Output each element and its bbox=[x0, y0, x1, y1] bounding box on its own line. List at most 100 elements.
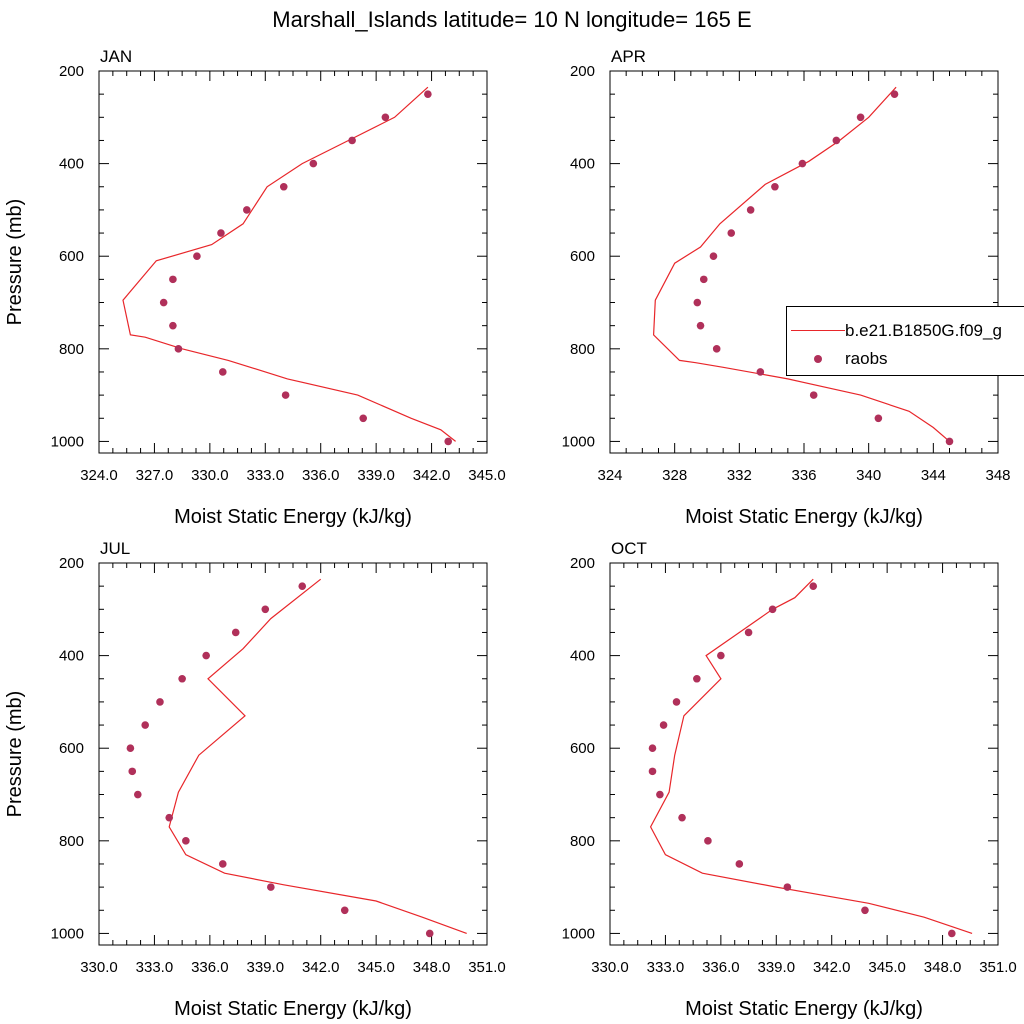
obs-point bbox=[717, 651, 725, 660]
obs-point bbox=[856, 113, 865, 122]
obs-point bbox=[202, 651, 210, 660]
obs-point bbox=[699, 275, 708, 284]
obs-point bbox=[672, 698, 681, 706]
x-axis-label: Moist Static Energy (kJ/kg) bbox=[685, 998, 923, 1020]
x-tick-label: 348.0 bbox=[413, 959, 451, 976]
legend: b.e21.B1850G.f09_g raobs bbox=[786, 306, 1024, 376]
x-tick-label: 339.0 bbox=[247, 959, 285, 976]
x-tick-label: 336.0 bbox=[302, 467, 340, 484]
x-tick-label: 336.0 bbox=[702, 959, 740, 976]
obs-point bbox=[159, 298, 168, 307]
obs-point bbox=[693, 298, 702, 307]
panel-title-jan: JAN bbox=[100, 47, 132, 66]
y-tick-label: 800 bbox=[59, 341, 84, 358]
panel-jul: 330.0 333.0 336.0 339.0 342.0 345.0 348.0 351.0… bbox=[4, 539, 506, 1020]
y-tick-label: 800 bbox=[59, 833, 84, 850]
legend-label-model: b.e21.B1850G.f09_g bbox=[845, 321, 1002, 340]
panel-title-jul: JUL bbox=[100, 539, 130, 558]
plot-frame bbox=[98, 70, 488, 454]
x-tick-label: 339.0 bbox=[758, 959, 796, 976]
x-tick-label: 333.0 bbox=[136, 959, 174, 976]
y-tick-label: 1000 bbox=[51, 433, 84, 450]
y-tick-label: 600 bbox=[59, 740, 84, 757]
legend-label-obs: raobs bbox=[845, 349, 888, 368]
panel-oct: 330.0 333.0 336.0 339.0 342.0 345.0 348.0 351.0… bbox=[562, 539, 1017, 1020]
panel-jan: 324.0 327.0 330.0 333.0 336.0 339.0 342.0 345.0… bbox=[4, 47, 506, 528]
obs-point bbox=[746, 206, 755, 214]
obs-point bbox=[261, 605, 270, 614]
x-tick-label: 336.0 bbox=[191, 959, 229, 976]
plot-frame bbox=[609, 70, 999, 454]
y-tick-label: 400 bbox=[570, 156, 595, 173]
x-tick-label: 324.0 bbox=[80, 467, 118, 484]
x-tick-label: 332 bbox=[727, 467, 752, 484]
panel-title-oct: OCT bbox=[611, 539, 647, 558]
y-axis-label: Pressure (mb) bbox=[4, 691, 26, 818]
obs-point bbox=[756, 368, 765, 376]
obs-point bbox=[832, 136, 841, 145]
legend-entry-model: b.e21.B1850G.f09_g bbox=[787, 319, 1024, 343]
y-tick-label: 1000 bbox=[51, 925, 84, 942]
obs-point bbox=[444, 437, 453, 446]
legend-line-swatch bbox=[791, 330, 845, 331]
obs-point bbox=[218, 860, 227, 868]
x-tick-label: 344 bbox=[921, 467, 946, 484]
y-tick-label: 1000 bbox=[562, 433, 595, 450]
obs-point bbox=[218, 368, 227, 376]
obs-point bbox=[340, 906, 349, 915]
y-tick-label: 800 bbox=[570, 833, 595, 850]
obs-point bbox=[156, 698, 164, 706]
y-tick-label: 200 bbox=[570, 555, 595, 572]
panel-title-apr: APR bbox=[611, 47, 646, 66]
obs-point bbox=[709, 252, 718, 261]
obs-point bbox=[744, 628, 753, 637]
y-tick-label: 600 bbox=[59, 248, 84, 265]
obs-point bbox=[309, 159, 318, 168]
obs-point bbox=[768, 605, 777, 614]
y-tick-label: 200 bbox=[59, 63, 84, 80]
obs-point bbox=[141, 721, 149, 729]
x-axis-label: Moist Static Energy (kJ/kg) bbox=[174, 998, 412, 1020]
obs-point bbox=[178, 674, 186, 683]
obs-point bbox=[648, 744, 657, 753]
obs-point bbox=[648, 767, 657, 776]
obs-point bbox=[948, 929, 956, 938]
plot-frame bbox=[609, 562, 999, 946]
model-line-jan bbox=[122, 86, 456, 442]
x-tick-label: 324 bbox=[597, 467, 622, 484]
figure-title: Marshall_Islands latitude= 10 N longitud… bbox=[272, 7, 751, 32]
x-tick-label: 330.0 bbox=[80, 959, 118, 976]
obs-point bbox=[704, 837, 712, 845]
obs-point bbox=[193, 252, 201, 261]
obs-point bbox=[231, 628, 240, 637]
x-tick-label: 345.0 bbox=[468, 467, 506, 484]
x-tick-label: 330.0 bbox=[191, 467, 229, 484]
obs-point bbox=[182, 837, 190, 845]
obs-point bbox=[134, 790, 142, 799]
obs-point bbox=[809, 391, 818, 399]
x-tick-label: 327.0 bbox=[136, 467, 174, 484]
x-tick-label: 340 bbox=[856, 467, 881, 484]
obs-point bbox=[165, 813, 174, 822]
model-line-jul bbox=[168, 578, 467, 934]
y-tick-label: 1000 bbox=[562, 925, 595, 942]
x-tick-label: 351.0 bbox=[468, 959, 506, 976]
obs-point bbox=[771, 182, 779, 191]
obs-point bbox=[217, 229, 225, 237]
obs-point bbox=[359, 414, 368, 423]
obs-point bbox=[696, 321, 705, 330]
obs-point bbox=[381, 113, 390, 122]
obs-point bbox=[281, 391, 290, 399]
y-axis-label: Pressure (mb) bbox=[4, 199, 26, 326]
x-tick-label: 348.0 bbox=[924, 959, 962, 976]
obs-point bbox=[348, 136, 356, 145]
obs-point bbox=[424, 90, 432, 98]
obs-point bbox=[243, 206, 251, 214]
x-tick-label: 342.0 bbox=[302, 959, 340, 976]
obs-point bbox=[861, 906, 869, 915]
obs-point bbox=[279, 182, 288, 191]
y-tick-label: 400 bbox=[570, 648, 595, 665]
model-line-apr bbox=[652, 86, 950, 442]
y-tick-label: 600 bbox=[570, 740, 595, 757]
